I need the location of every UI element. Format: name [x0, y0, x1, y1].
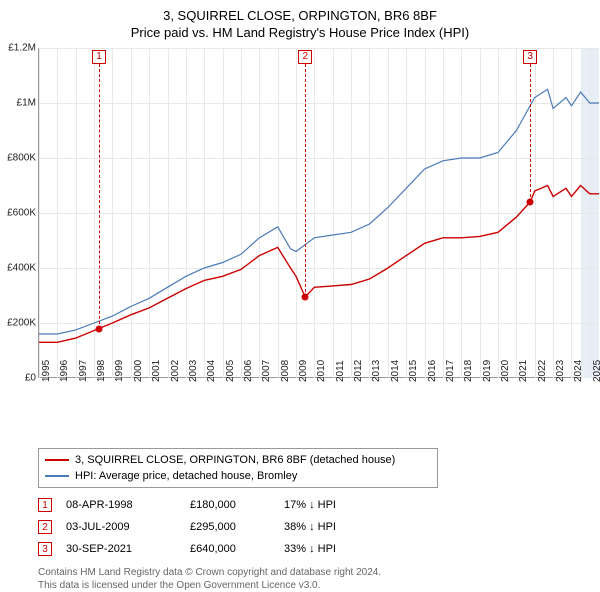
x-axis-label: 2009 — [298, 360, 309, 382]
series-property — [39, 186, 599, 343]
y-axis-label: £200K — [7, 318, 36, 329]
marker-box: 2 — [298, 50, 312, 64]
footer: Contains HM Land Registry data © Crown c… — [38, 566, 596, 592]
plot-area: 1 2 3 — [38, 48, 598, 378]
x-axis-label: 2004 — [206, 360, 217, 382]
x-axis-label: 1996 — [59, 360, 70, 382]
event-date: 03-JUL-2009 — [66, 521, 176, 533]
event-row: 2 03-JUL-2009 £295,000 38% ↓ HPI — [38, 516, 596, 538]
x-axis-label: 2007 — [261, 360, 272, 382]
x-axis-label: 2017 — [445, 360, 456, 382]
x-axis-label: 2010 — [316, 360, 327, 382]
marker-guideline — [530, 64, 531, 202]
legend-label: 3, SQUIRREL CLOSE, ORPINGTON, BR6 8BF (d… — [75, 454, 395, 466]
x-axis-label: 2019 — [482, 360, 493, 382]
event-row: 3 30-SEP-2021 £640,000 33% ↓ HPI — [38, 538, 596, 560]
legend-row: 3, SQUIRREL CLOSE, ORPINGTON, BR6 8BF (d… — [45, 452, 431, 468]
event-date: 08-APR-1998 — [66, 499, 176, 511]
x-axis-label: 2016 — [427, 360, 438, 382]
footer-line-2: This data is licensed under the Open Gov… — [38, 579, 596, 592]
y-axis-label: £1.2M — [8, 43, 36, 54]
x-axis-label: 2005 — [225, 360, 236, 382]
event-price: £295,000 — [190, 521, 270, 533]
x-axis-label: 1995 — [41, 360, 52, 382]
marker-dot — [302, 293, 309, 300]
x-axis-label: 2008 — [280, 360, 291, 382]
x-axis-label: 2013 — [371, 360, 382, 382]
events-table: 1 08-APR-1998 £180,000 17% ↓ HPI 2 03-JUL-200… — [38, 494, 596, 560]
chart: 123 £0£200K£400K£600K£800K£1M£1.2M199519… — [38, 48, 598, 408]
chart-lines-svg — [39, 48, 599, 378]
x-axis-label: 2012 — [353, 360, 364, 382]
event-diff: 38% ↓ HPI — [284, 521, 374, 533]
chart-title-main: 3, SQUIRREL CLOSE, ORPINGTON, BR6 8BF — [4, 8, 596, 23]
x-axis-label: 2011 — [335, 360, 346, 382]
x-axis-label: 1997 — [78, 360, 89, 382]
chart-title-sub: Price paid vs. HM Land Registry's House … — [4, 25, 596, 40]
event-row: 1 08-APR-1998 £180,000 17% ↓ HPI — [38, 494, 596, 516]
event-date: 30-SEP-2021 — [66, 543, 176, 555]
x-axis-label: 1999 — [114, 360, 125, 382]
event-marker-number: 3 — [38, 542, 52, 556]
x-axis-label: 2018 — [463, 360, 474, 382]
x-axis-label: 2025 — [592, 360, 600, 382]
y-axis-label: £600K — [7, 208, 36, 219]
marker-guideline — [305, 64, 306, 297]
event-diff: 33% ↓ HPI — [284, 543, 374, 555]
x-axis-label: 2003 — [188, 360, 199, 382]
x-axis-label: 2024 — [573, 360, 584, 382]
x-axis-label: 2020 — [500, 360, 511, 382]
marker-box: 1 — [92, 50, 106, 64]
event-marker-number: 2 — [38, 520, 52, 534]
x-axis-label: 2001 — [151, 360, 162, 382]
x-axis-label: 2021 — [518, 360, 529, 382]
y-axis-label: £1M — [17, 98, 36, 109]
y-axis-label: £400K — [7, 263, 36, 274]
x-axis-label: 1998 — [96, 360, 107, 382]
marker-dot — [527, 199, 534, 206]
legend-label: HPI: Average price, detached house, Brom… — [75, 470, 297, 482]
marker-dot — [96, 325, 103, 332]
y-axis-label: £0 — [25, 373, 36, 384]
legend-swatch — [45, 475, 69, 477]
legend-swatch — [45, 459, 69, 461]
legend: 3, SQUIRREL CLOSE, ORPINGTON, BR6 8BF (d… — [38, 448, 438, 488]
page: 3, SQUIRREL CLOSE, ORPINGTON, BR6 8BF Pr… — [0, 0, 600, 590]
series-hpi — [39, 89, 599, 334]
x-axis-label: 2014 — [390, 360, 401, 382]
x-axis-label: 2022 — [537, 360, 548, 382]
footer-line-1: Contains HM Land Registry data © Crown c… — [38, 566, 596, 579]
event-price: £640,000 — [190, 543, 270, 555]
marker-box: 3 — [523, 50, 537, 64]
event-marker-number: 1 — [38, 498, 52, 512]
x-axis-label: 2006 — [243, 360, 254, 382]
event-diff: 17% ↓ HPI — [284, 499, 374, 511]
x-axis-label: 2000 — [133, 360, 144, 382]
x-axis-label: 2002 — [170, 360, 181, 382]
legend-row: HPI: Average price, detached house, Brom… — [45, 468, 431, 484]
event-price: £180,000 — [190, 499, 270, 511]
y-axis-label: £800K — [7, 153, 36, 164]
marker-guideline — [99, 64, 100, 329]
x-axis-label: 2015 — [408, 360, 419, 382]
x-axis-label: 2023 — [555, 360, 566, 382]
